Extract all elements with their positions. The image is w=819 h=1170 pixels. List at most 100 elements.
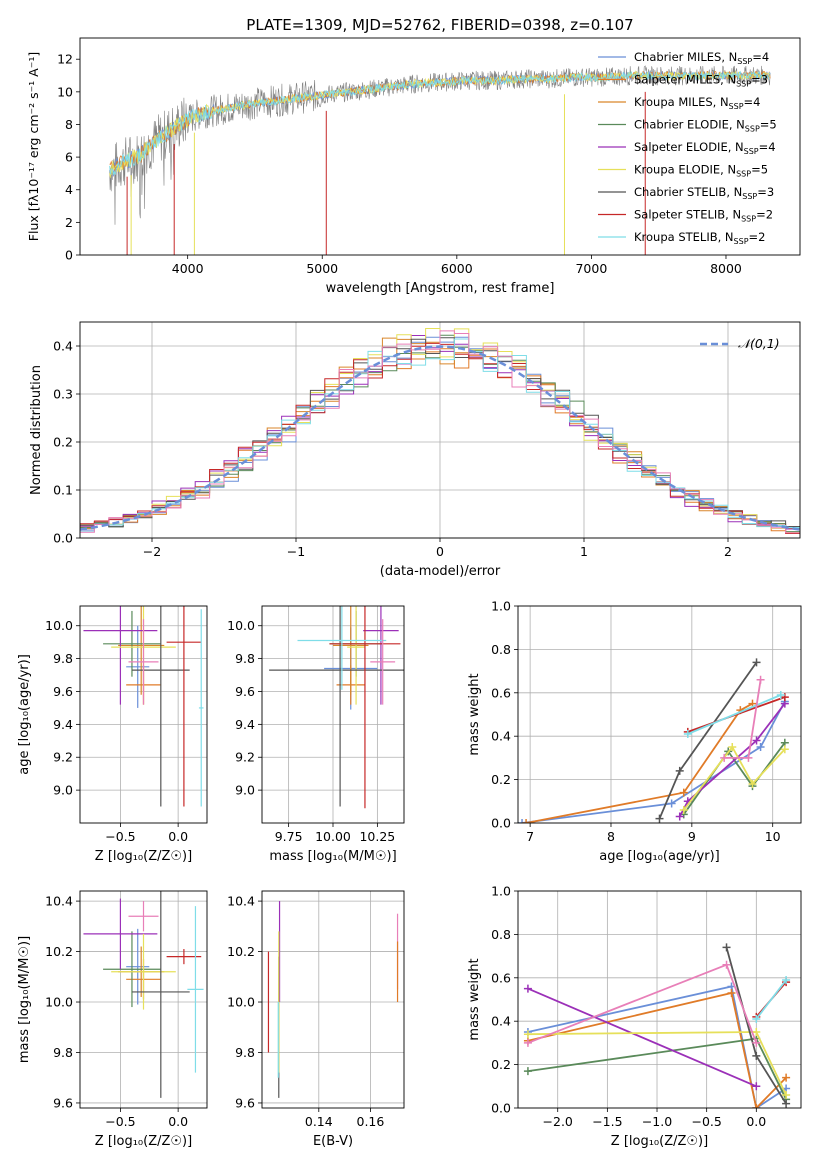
y-tick-label: 0.0 [53, 531, 73, 546]
y-tick-label: 0.8 [491, 642, 511, 657]
x-axis-label: Z [log₁₀(Z/Z☉)] [611, 1134, 708, 1149]
axes-frame [261, 605, 405, 824]
weight-series-line [724, 679, 762, 759]
legend-label: Chabrier STELIB, NSSP=3 [634, 185, 774, 201]
model-spectrum [109, 70, 771, 176]
weight-marker [752, 658, 761, 667]
weight-marker [523, 1067, 532, 1076]
weight-marker [780, 693, 789, 702]
weight-marker [727, 988, 736, 997]
y-tick-label: 9.6 [235, 684, 255, 699]
weight-marker [679, 805, 688, 814]
weight-marker [675, 812, 684, 821]
weight-series-line [687, 694, 782, 735]
legend-label: Kroupa STELIB, NSSP=2 [634, 230, 765, 246]
y-tick-label: 4 [65, 182, 73, 197]
weight-marker [655, 814, 664, 823]
axes-frame [517, 890, 802, 1109]
y-tick-label: 0.2 [491, 1057, 511, 1072]
x-tick-label: 7000 [575, 261, 607, 276]
legend-label: Salpeter ELODIE, NSSP=4 [634, 140, 776, 156]
weight-marker [782, 1099, 791, 1108]
weight-marker [782, 975, 791, 984]
x-tick-label: 4000 [172, 261, 204, 276]
x-tick-label: −2 [143, 544, 161, 559]
x-axis-label: Z [log₁₀(Z/Z☉)] [95, 1134, 192, 1149]
weight-marker [756, 675, 765, 684]
y-tick-label: 10 [57, 84, 73, 99]
age-vs-Z-panel: −0.5 0.0 9.0 9.2 9.4 9.6 9.8 10.0 Z [log₁₀(Z/Z☉)… [17, 605, 208, 864]
y-axis-label: mass weight [467, 958, 482, 1040]
x-tick-label: 7 [526, 829, 534, 844]
x-tick-label: 8 [607, 829, 615, 844]
y-tick-label: 10.0 [45, 618, 73, 633]
figure-title: PLATE=1309, MJD=52762, FIBERID=0398, z=0… [246, 16, 633, 34]
x-tick-label: −1.0 [642, 1114, 672, 1129]
y-tick-label: 0.1 [53, 483, 73, 498]
weight-marker [523, 1030, 532, 1039]
x-tick-label: 1 [580, 544, 588, 559]
weight-marker [782, 1073, 791, 1082]
y-tick-label: 6 [65, 150, 73, 165]
weight-series-line [683, 742, 786, 815]
x-tick-label: 8000 [710, 261, 742, 276]
x-tick-label: 9.75 [275, 829, 303, 844]
y-tick-label: 8 [65, 117, 73, 132]
x-axis-label: E(B-V) [313, 1134, 353, 1149]
legend-label: Chabrier ELODIE, NSSP=5 [634, 118, 777, 134]
x-tick-label: 6000 [441, 261, 473, 276]
y-tick-label: 9.8 [53, 651, 73, 666]
x-tick-label: 10.25 [359, 829, 395, 844]
x-tick-label: −0.5 [105, 829, 135, 844]
y-tick-label: 10.0 [227, 995, 255, 1010]
legend-label: Salpeter MILES, NSSP=3 [634, 73, 768, 89]
y-tick-label: 0.0 [491, 1101, 511, 1116]
weight-marker [679, 788, 688, 797]
y-tick-label: 0.6 [491, 685, 511, 700]
legend-label: Kroupa ELODIE, NSSP=5 [634, 163, 768, 179]
weight-marker [667, 799, 676, 808]
legend-label: Chabrier MILES, NSSP=4 [634, 50, 769, 66]
y-tick-label: 0 [65, 248, 73, 263]
y-tick-label: 10.0 [227, 618, 255, 633]
y-axis-label: age [log₁₀(age/yr)] [17, 654, 32, 775]
y-tick-label: 9.2 [53, 750, 73, 765]
axes-frame [261, 890, 405, 1109]
x-tick-label: 0.0 [746, 1114, 766, 1129]
x-tick-label: −2.0 [543, 1114, 573, 1129]
y-tick-label: 0.3 [53, 387, 73, 402]
y-tick-label: 9.8 [53, 1045, 73, 1060]
x-tick-label: −0.5 [105, 1114, 135, 1129]
x-tick-label: 0.0 [168, 829, 188, 844]
y-tick-label: 9.6 [53, 684, 73, 699]
y-tick-label: 9.4 [235, 717, 255, 732]
weight-marker [522, 819, 531, 823]
weight-marker [752, 1028, 761, 1037]
x-tick-label: 10.00 [315, 829, 351, 844]
weight-vs-Z-panel: −2.0 −1.5 −1.0 −0.5 0.0 0.0 0.2 0.4 0.6 0.8 1.0 Z [… [467, 884, 802, 1149]
x-tick-label: 0.14 [305, 1114, 333, 1129]
y-tick-label: 1.0 [491, 599, 511, 614]
y-tick-label: 10.0 [45, 995, 73, 1010]
x-tick-label: 0 [436, 544, 444, 559]
y-tick-label: 0.2 [53, 435, 73, 450]
weight-marker [722, 960, 731, 969]
weight-marker [722, 943, 731, 952]
y-tick-label: 10.2 [45, 944, 73, 959]
x-tick-label: 0.16 [357, 1114, 385, 1129]
weight-series-line [683, 745, 786, 811]
x-tick-label: 0.0 [168, 1114, 188, 1129]
weight-marker [518, 819, 527, 823]
y-tick-label: 0.2 [491, 772, 511, 787]
y-tick-label: 0.6 [491, 970, 511, 985]
x-tick-label: −1.5 [592, 1114, 622, 1129]
weight-marker [752, 1051, 761, 1060]
y-tick-label: 10.4 [227, 894, 255, 909]
x-tick-label: −1 [287, 544, 305, 559]
weight-marker [752, 1082, 761, 1091]
axes-frame [79, 321, 801, 539]
histogram-step [80, 330, 800, 534]
y-tick-label: 0.8 [491, 927, 511, 942]
axes-frame [79, 37, 801, 256]
